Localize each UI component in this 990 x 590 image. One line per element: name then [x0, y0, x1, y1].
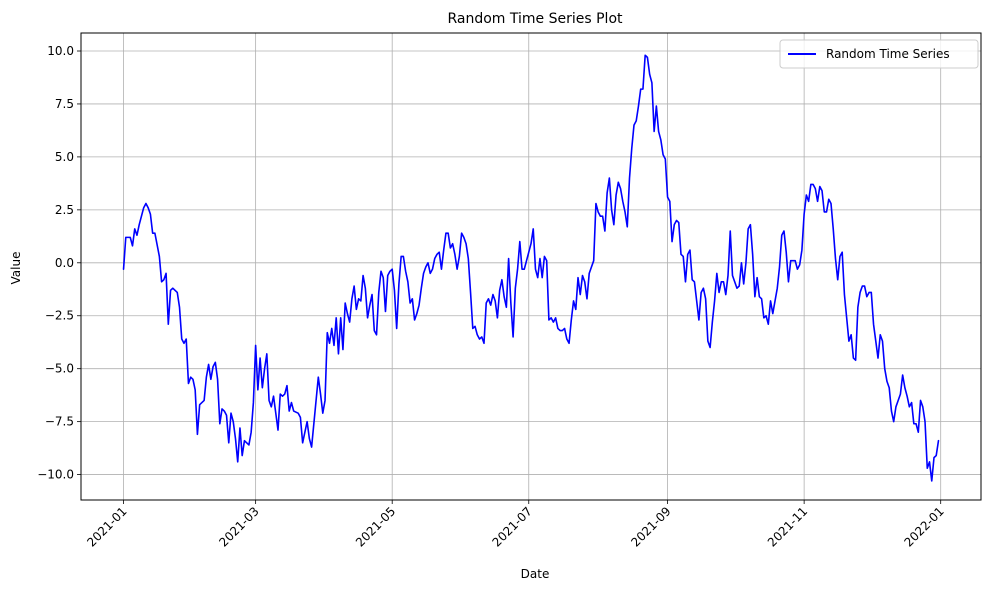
series-line-random-time-series — [122, 54, 940, 482]
y-tick-label: 7.5 — [55, 97, 74, 111]
y-tick-label: −5.0 — [45, 362, 74, 376]
y-tick-label: 10.0 — [47, 44, 74, 58]
legend-box — [779, 39, 979, 69]
series-layer — [122, 54, 940, 482]
y-tick-label: 5.0 — [55, 150, 74, 164]
y-tick-label: 2.5 — [55, 203, 74, 217]
axes-frame — [80, 32, 982, 501]
legend-label: Random Time Series — [826, 47, 950, 61]
y-tick-label: −7.5 — [45, 415, 74, 429]
y-axis-label: Value — [9, 252, 23, 285]
legend: Random Time Series — [779, 39, 979, 69]
y-tick-label: −10.0 — [37, 468, 74, 482]
x-axis-label: Date — [521, 567, 550, 581]
chart-title: Random Time Series Plot — [447, 11, 623, 27]
y-tick-label: −2.5 — [45, 309, 74, 323]
y-tick-label: 0.0 — [55, 256, 74, 270]
